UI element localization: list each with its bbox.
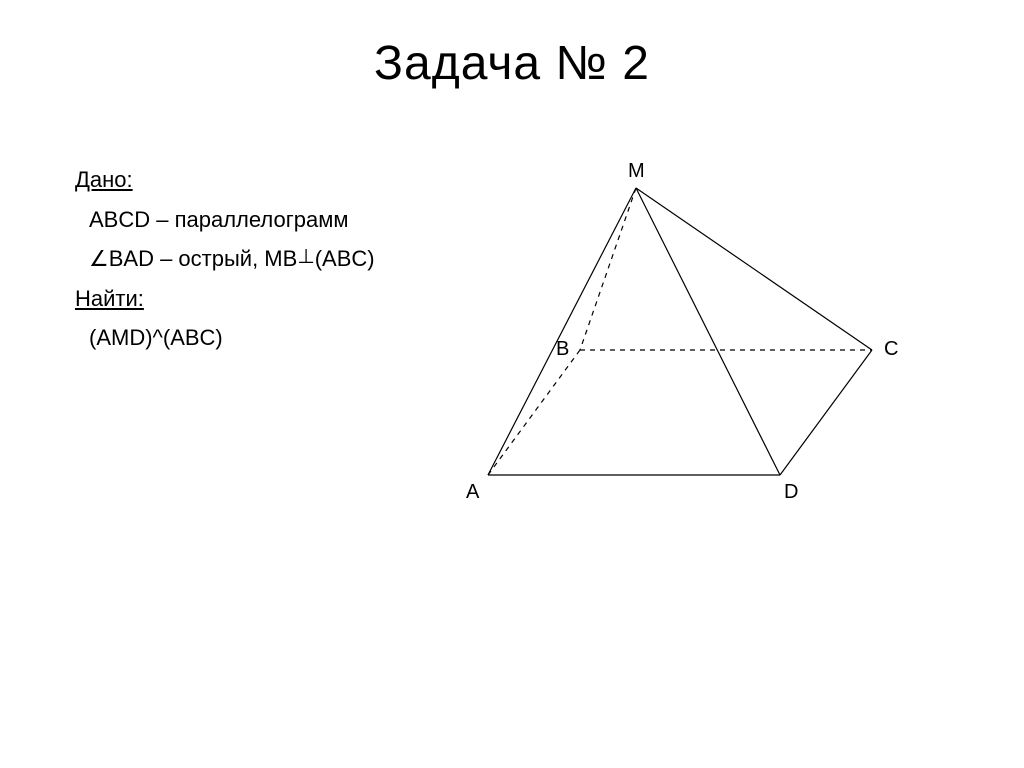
label-c: C [884, 338, 898, 361]
given-line-1: ABCD – параллелограмм [75, 200, 375, 240]
diagram-container: M A B C D [440, 150, 980, 550]
given-heading: Дано: [75, 160, 375, 200]
slide: Задача № 2 Дано: ABCD – параллелограмм ∠… [0, 0, 1024, 768]
given-block: Дано: ABCD – параллелограмм ∠BAD – остры… [75, 160, 375, 358]
label-a: A [466, 481, 479, 504]
label-d: D [784, 481, 798, 504]
angle-icon: ∠ [89, 246, 109, 271]
given-line-2-prefix: BAD – острый, MB [109, 246, 298, 271]
slide-title: Задача № 2 [0, 36, 1024, 91]
find-heading: Найти: [75, 279, 375, 319]
perp-icon: ⊥ [297, 246, 314, 268]
label-b: B [556, 338, 569, 361]
given-line-2: ∠BAD – острый, MB⊥(ABC) [75, 239, 375, 279]
label-m: M [628, 160, 645, 183]
given-line-3: (AMD)^(ABC) [75, 318, 375, 358]
geometry-diagram [440, 150, 980, 550]
given-line-2-suffix: (ABC) [315, 246, 375, 271]
